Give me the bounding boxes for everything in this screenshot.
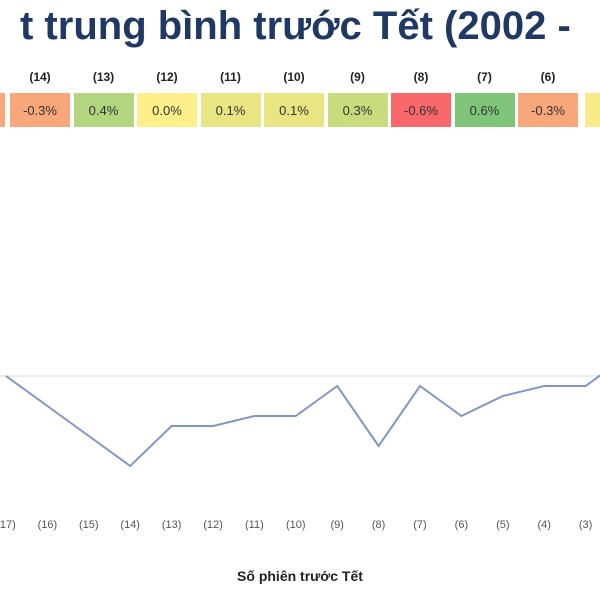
heatmap-header: (6) — [540, 70, 556, 84]
heatmap-header: (9) — [350, 70, 365, 84]
x-tick-label: (11) — [245, 519, 264, 531]
heatmap-header: (13) — [92, 70, 115, 84]
x-tick-label: (17) — [0, 519, 16, 531]
heatmap-cell: 0.1% — [264, 93, 324, 127]
heatmap-row: -0.3% 0.4% 0.0% 0.1% 0.1% 0.3% -0.6% 0.6% -0.3% — [0, 93, 600, 127]
heatmap-header: (8) — [413, 70, 429, 84]
x-tick-label: (5) — [496, 519, 509, 531]
heatmap-cell-edge — [0, 93, 5, 127]
heatmap-cell: -0.3% — [10, 93, 70, 127]
x-tick-label: (10) — [286, 519, 306, 531]
heatmap-header: (14) — [29, 70, 51, 84]
heatmap-cell: 0.1% — [200, 93, 261, 127]
x-axis-label: Số phiên trước Tết — [237, 568, 363, 584]
x-tick-label: (9) — [330, 519, 343, 531]
x-tick-label: (3) — [579, 519, 592, 531]
heatmap-cell: 0.4% — [73, 93, 134, 127]
heatmap-header: (11) — [220, 70, 241, 84]
x-tick-label: (4) — [537, 519, 550, 531]
heatmap-cell: 0.3% — [327, 93, 388, 127]
heatmap-cell: -0.6% — [391, 93, 451, 127]
chart-title: t trung bình trước Tết (2002 - — [20, 4, 571, 48]
heatmap-header: (7) — [477, 70, 492, 84]
x-tick-label: (8) — [372, 519, 385, 531]
x-tick-label: (12) — [203, 519, 223, 531]
x-tick-label: (16) — [38, 519, 58, 531]
heatmap-cell: 0.6% — [454, 93, 515, 127]
x-tick-label: (14) — [120, 519, 140, 531]
heatmap-cell: -0.3% — [518, 93, 578, 127]
heatmap-headers: (14) (13) (12) (11) (10) (9) (8) (7) (6) — [0, 70, 600, 90]
x-tick-label: (7) — [413, 519, 426, 531]
x-tick-label: (15) — [79, 519, 99, 531]
heatmap-header: (12) — [156, 70, 178, 84]
x-tick-label: (13) — [162, 519, 182, 531]
x-tick-label: (6) — [455, 519, 468, 531]
heatmap-header: (10) — [283, 70, 305, 84]
heatmap-cell-edge — [585, 93, 600, 127]
heatmap-cell: 0.0% — [137, 93, 197, 127]
series-line — [5, 374, 600, 468]
